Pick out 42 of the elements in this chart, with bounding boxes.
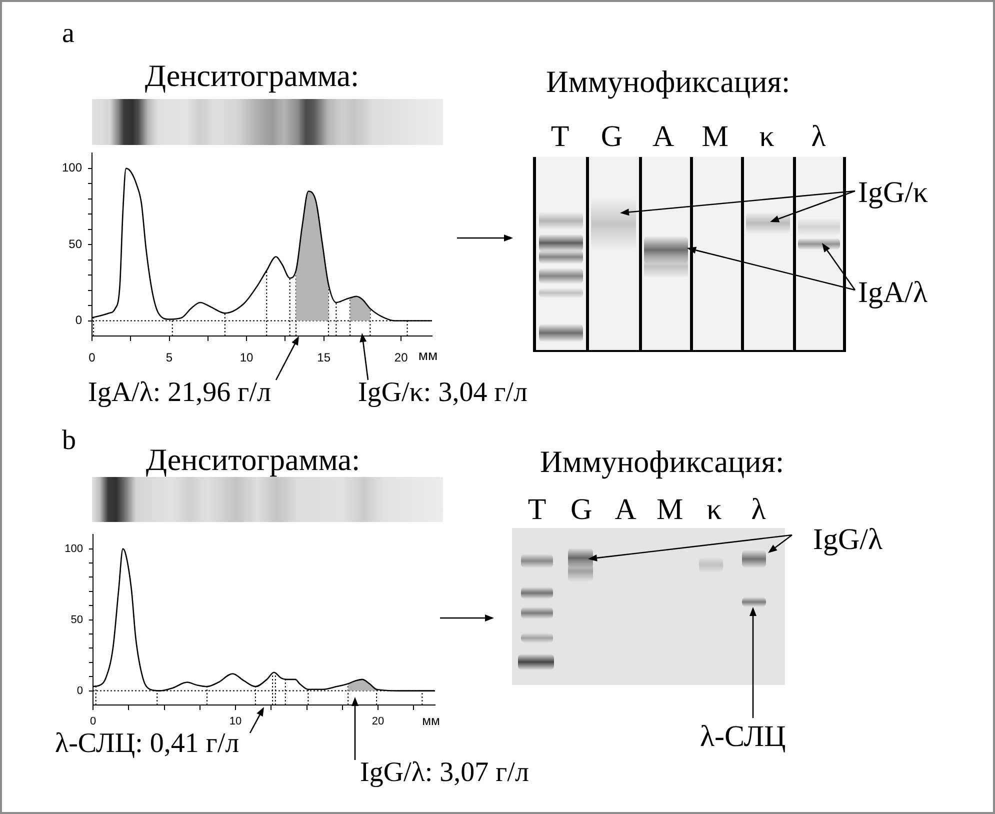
x-tick-label: 20 [372, 716, 384, 728]
category-label: G [570, 492, 592, 526]
category-label: κ [706, 492, 722, 526]
text: b [62, 424, 76, 456]
text: IgG/λ: 3,07 г/л [360, 756, 529, 788]
text: a [62, 18, 74, 49]
x-tick-label: 10 [229, 716, 242, 728]
y-tick-label: 50 [70, 614, 83, 626]
x-tick-label: 15 [317, 350, 331, 365]
text: λ-СЛЦ [700, 720, 786, 753]
text: IgG/λ [813, 522, 883, 556]
x-tick-label: 10 [240, 350, 254, 365]
text: IgG/κ [858, 176, 928, 209]
category-label: λ [751, 492, 766, 526]
x-axis-title: мм [422, 713, 440, 728]
x-tick-label: 0 [90, 716, 96, 728]
category-label: M [702, 120, 728, 153]
y-tick-label: 50 [68, 236, 82, 251]
text: Иммунофиксация: [540, 444, 784, 480]
category-label: A [652, 120, 674, 153]
chart-title: Денситограмма: [146, 442, 360, 478]
y-tick-label: 0 [75, 313, 82, 328]
category-label: T [528, 492, 546, 526]
chart-title: Денситограмма: [144, 58, 360, 94]
text: IgG/κ: 3,04 г/л [358, 376, 528, 408]
category-label: T [550, 120, 570, 153]
x-tick-label: 0 [88, 350, 96, 365]
x-axis-title: мм [418, 347, 438, 363]
x-tick-label: 5 [166, 350, 173, 365]
category-label: G [600, 120, 623, 153]
text: Иммунофиксация: [546, 64, 790, 100]
category-label: κ [759, 120, 774, 153]
y-tick-label: 0 [76, 684, 83, 697]
text: IgA/λ [858, 276, 928, 309]
category-label: λ [811, 120, 826, 153]
y-tick-label: 100 [62, 160, 82, 175]
category-label: A [614, 492, 636, 526]
text: IgA/λ: 21,96 г/л [88, 376, 271, 408]
y-tick-label: 100 [64, 542, 83, 555]
x-tick-label: 20 [394, 350, 408, 365]
category-label: M [656, 492, 684, 526]
text: λ-СЛЦ: 0,41 г/л [55, 728, 240, 759]
